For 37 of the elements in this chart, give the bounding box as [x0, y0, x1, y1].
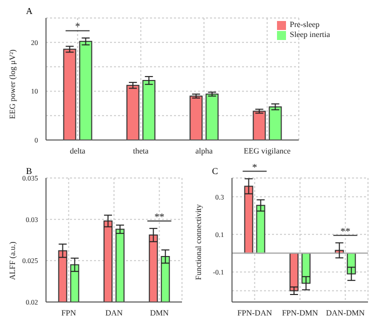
- bar: [190, 96, 203, 140]
- annotation: *: [75, 22, 80, 33]
- y-axis-title: Functional connectivity: [194, 204, 203, 280]
- bar: [302, 252, 311, 284]
- significance-bracket: **: [332, 226, 358, 238]
- bar: [142, 80, 156, 140]
- bar: [126, 84, 140, 140]
- bar: [206, 94, 219, 140]
- x-tick-label: delta: [70, 146, 86, 156]
- y-axis-title: ALFF (a.u.): [8, 241, 17, 280]
- chart-title: C: [212, 166, 218, 176]
- bar: [256, 204, 266, 254]
- x-tick-label: FPN: [61, 308, 76, 318]
- x-tick-label: EEG vigilance: [244, 146, 292, 156]
- chart-title: A: [26, 6, 32, 16]
- significance-bracket: *: [242, 162, 268, 174]
- annotation: **: [340, 226, 350, 238]
- bar: [63, 48, 76, 140]
- x-tick-label: theta: [133, 146, 150, 156]
- chart-title: B: [26, 166, 32, 176]
- bar: [79, 40, 92, 140]
- bar: [244, 186, 254, 254]
- bar: [268, 106, 282, 140]
- significance-bracket: **: [146, 212, 172, 223]
- significance-bracket: *: [65, 22, 90, 33]
- annotation: **: [154, 212, 164, 223]
- y-axis-title: EEG power (log μV²): [8, 49, 17, 119]
- bar: [252, 110, 266, 140]
- x-tick-label: alpha: [195, 146, 214, 156]
- legend-label: Pre-sleep: [290, 20, 320, 29]
- x-tick-label: DAN-DMN: [326, 308, 365, 318]
- x-tick-label: DMN: [150, 308, 169, 318]
- x-tick-label: FPN-DAN: [237, 308, 272, 318]
- x-tick-label: FPN-DMN: [282, 308, 318, 318]
- bar: [290, 252, 299, 292]
- legend-label: Sleep inertia: [290, 30, 330, 39]
- x-tick-label: DAN: [105, 308, 123, 318]
